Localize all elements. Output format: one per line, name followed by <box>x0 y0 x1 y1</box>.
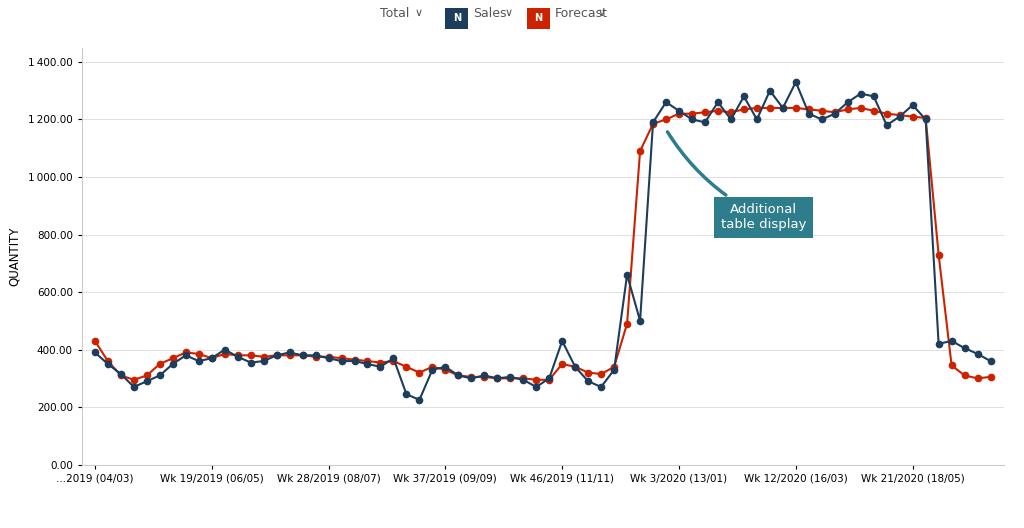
Text: ∨: ∨ <box>415 8 423 18</box>
Text: ∨: ∨ <box>505 8 513 18</box>
Text: Additional
table display: Additional table display <box>668 132 806 231</box>
Text: N: N <box>453 14 461 23</box>
Text: Sales: Sales <box>473 7 507 20</box>
Text: Total: Total <box>380 7 410 20</box>
Text: N: N <box>535 14 543 23</box>
Text: ∨: ∨ <box>598 8 606 18</box>
Text: Forecast: Forecast <box>555 7 608 20</box>
Y-axis label: QUANTITY: QUANTITY <box>8 227 22 286</box>
